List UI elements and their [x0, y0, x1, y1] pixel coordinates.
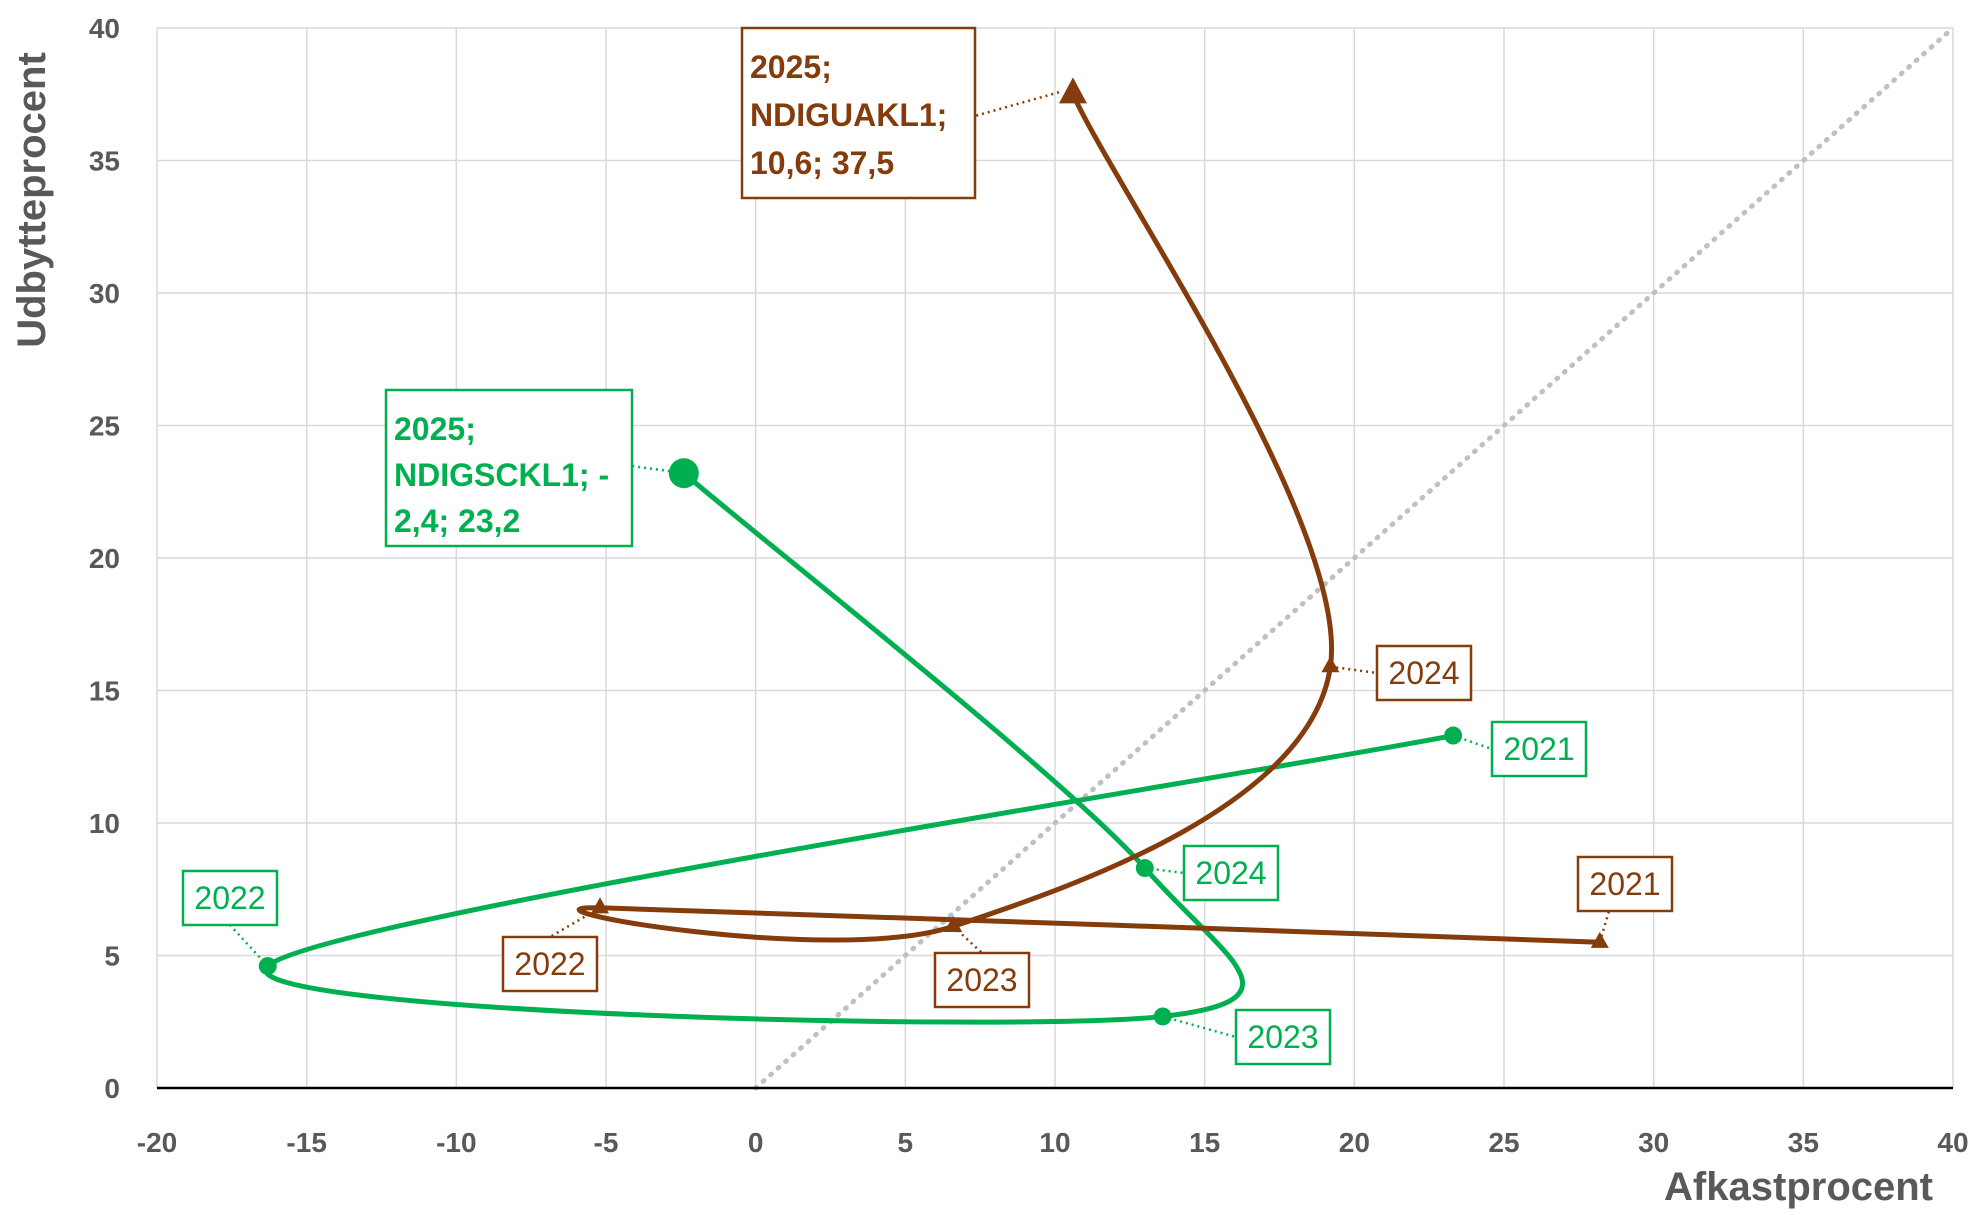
label-box	[740, 26, 977, 200]
series-layer	[258, 77, 1609, 1026]
y-tick-label: 30	[89, 278, 120, 309]
label-text: 2024	[1195, 855, 1266, 891]
series-line-NDIGUAKL1	[576, 93, 1600, 945]
label-box	[501, 935, 599, 993]
x-tick-label: 40	[1937, 1127, 1968, 1158]
leader-line	[952, 925, 983, 954]
final-label-line: NDIGSCKL1; -	[394, 457, 609, 493]
point-label-NDIGSCKL1-2022: 2022	[181, 869, 279, 967]
x-tick-label: -15	[286, 1127, 326, 1158]
series-line-NDIGSCKL1	[263, 471, 1454, 1025]
data-point-NDIGUAKL1-2021	[1590, 931, 1609, 948]
y-tick-label: 40	[89, 13, 120, 44]
y-tick-label: 0	[104, 1073, 120, 1104]
label-box	[1576, 855, 1674, 913]
leader-line	[974, 91, 1060, 118]
data-point-NDIGUAKL1-2023	[944, 915, 963, 932]
label-text: 2023	[946, 962, 1017, 998]
leader-line	[1330, 665, 1378, 675]
point-label-NDIGUAKL1-2023: 2023	[933, 925, 1031, 1009]
label-text: 2024	[1388, 655, 1459, 691]
x-tick-label: 5	[898, 1127, 914, 1158]
data-point-NDIGUAKL1-2024	[1321, 656, 1340, 673]
final-label-line: 2,4; 23,2	[394, 503, 520, 539]
label-text: 2023	[1247, 1019, 1318, 1055]
reference-line	[753, 25, 1956, 1091]
x-tick-label: -20	[137, 1127, 177, 1158]
leader-line	[549, 906, 601, 939]
data-point-NDIGUAKL1-2025	[1058, 77, 1087, 104]
y-tick-label: 35	[89, 146, 120, 177]
final-label-NDIGUAKL1: 2025; NDIGUAKL1; 10,6; 37,5	[740, 26, 1060, 200]
x-tick-label: 0	[748, 1127, 764, 1158]
leader-line	[631, 464, 670, 473]
label-box	[1234, 1008, 1332, 1066]
final-label-line: 2025;	[394, 411, 476, 447]
label-box	[1490, 720, 1588, 778]
final-label-NDIGSCKL1: 2025; NDIGSCKL1; - 2,4; 23,2	[384, 388, 670, 548]
leader-line	[1144, 866, 1185, 875]
label-box	[1182, 844, 1280, 902]
x-tick-label: 35	[1788, 1127, 1819, 1158]
y-tick-label: 20	[89, 543, 120, 574]
final-label-line: 10,6; 37,5	[750, 145, 894, 181]
data-point-NDIGUAKL1-2022	[591, 897, 610, 914]
point-label-NDIGSCKL1-2023: 2023	[1162, 1008, 1332, 1066]
point-label-NDIGUAKL1-2022: 2022	[501, 906, 601, 993]
x-tick-label: 10	[1039, 1127, 1070, 1158]
y-tick-labels: 0 5 10 15 20 25 30 35 40	[89, 13, 120, 1104]
point-label-NDIGUAKL1-2024: 2024	[1330, 644, 1473, 702]
leader-line	[1452, 734, 1493, 751]
label-box	[384, 388, 634, 548]
x-tick-label: 30	[1638, 1127, 1669, 1158]
y-axis-title: Udbytteprocent	[10, 52, 54, 348]
point-label-NDIGSCKL1-2024: 2024	[1144, 844, 1280, 902]
x-tick-label: 25	[1488, 1127, 1519, 1158]
label-box	[181, 869, 279, 927]
y-tick-label: 5	[104, 941, 120, 972]
label-text: 2021	[1503, 731, 1574, 767]
x-tick-labels: -20 -15 -10 -5 0 5 10 15 20 25 30 35 40	[137, 1127, 1969, 1158]
label-text: 2022	[514, 946, 585, 982]
grid	[156, 27, 1954, 1088]
leader-line	[1162, 1015, 1237, 1039]
label-box	[933, 951, 1031, 1009]
x-axis-title: Afkastprocent	[1664, 1165, 1933, 1209]
data-point-NDIGSCKL1-2023	[1153, 1007, 1172, 1026]
data-point-NDIGSCKL1-2025	[668, 458, 699, 489]
y-tick-label: 15	[89, 676, 120, 707]
labels-layer: 2021 2022 2023 2024 2025; NDIGSCKL1; - 2,4; 23…	[181, 26, 1674, 1066]
x-tick-label: -5	[594, 1127, 619, 1158]
x-tick-label: 15	[1189, 1127, 1220, 1158]
x-tick-label: 20	[1339, 1127, 1370, 1158]
label-text: 2022	[194, 880, 265, 916]
point-label-NDIGSCKL1-2021: 2021	[1452, 720, 1588, 778]
y-tick-label: 10	[89, 808, 120, 839]
point-label-NDIGUAKL1-2021: 2021	[1576, 855, 1674, 943]
final-label-line: 2025;	[750, 49, 832, 85]
x-tick-label: -10	[436, 1127, 476, 1158]
label-box	[1375, 644, 1473, 702]
y-tick-label: 25	[89, 411, 120, 442]
final-label-line: NDIGUAKL1;	[750, 97, 947, 133]
label-text: 2021	[1589, 866, 1660, 902]
